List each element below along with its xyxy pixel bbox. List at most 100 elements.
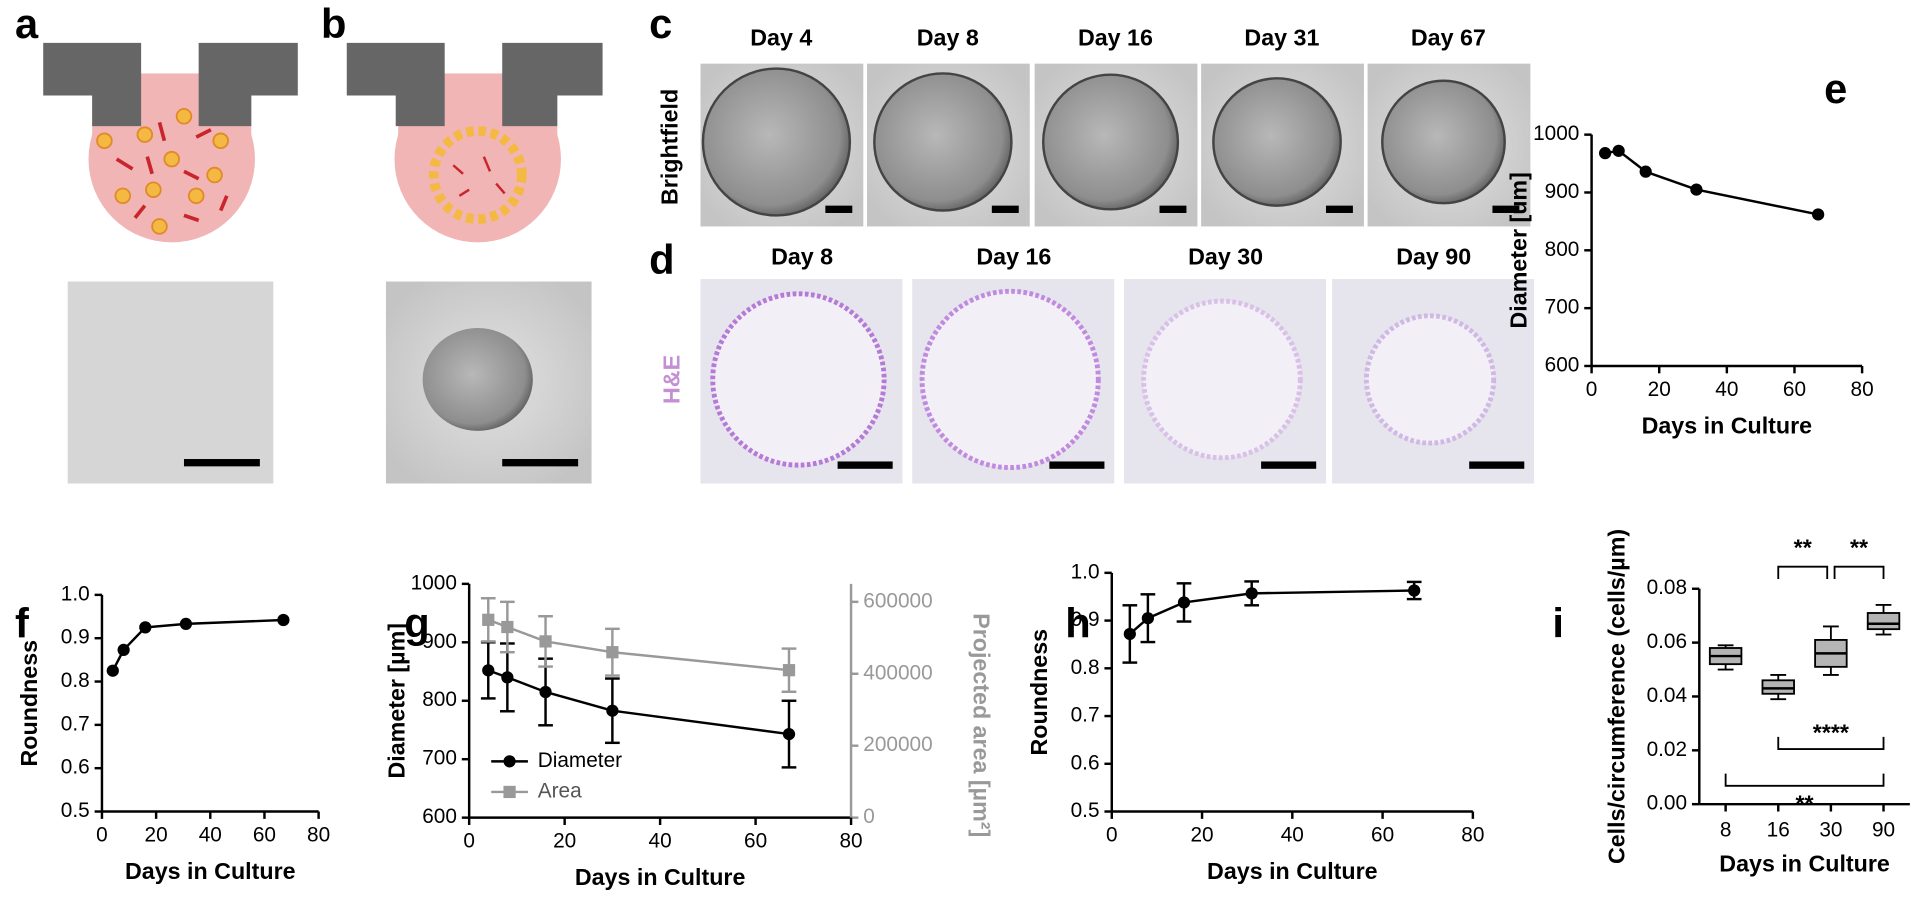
image-a (67, 281, 274, 484)
series-line (111, 618, 284, 672)
image-title: Day 31 (1244, 24, 1319, 50)
y-tick-label: 0.8 (61, 669, 90, 692)
panel-label: i (1552, 600, 1564, 647)
series-line (487, 618, 790, 672)
x-tick-label: 20 (553, 830, 576, 853)
panel-label: e (1824, 65, 1847, 112)
x-tick-label: 40 (1715, 378, 1738, 401)
y-tick-label: 0.8 (1071, 656, 1100, 679)
row-label: Brightfield (656, 89, 682, 205)
spheroid (873, 72, 1013, 212)
box (1866, 612, 1901, 631)
y-axis-title: Diameter [µm] (383, 623, 409, 779)
y-tick-label: 0.6 (1071, 751, 1100, 774)
x-tick-label: 80 (1851, 378, 1874, 401)
significance-label: ** (1796, 791, 1815, 817)
x-axis-title: Days in Culture (575, 864, 746, 890)
y-tick-label: 0.08 (1647, 576, 1687, 599)
y-tick-label: 600 (1545, 353, 1580, 376)
marker (1141, 612, 1155, 625)
x-tick-label: 30 (1819, 819, 1842, 842)
y-tick-label: 0.5 (1071, 799, 1100, 822)
marker (782, 664, 796, 677)
x-tick-label: 90 (1872, 819, 1895, 842)
panel-label: c (649, 0, 672, 47)
y-axis-title: Diameter [um] (1506, 172, 1532, 328)
y-tick-label: 800 (1545, 238, 1580, 261)
marker (606, 704, 619, 717)
x-tick-label: 0 (463, 830, 475, 853)
marker (501, 620, 514, 634)
x-tick-label: 0 (96, 824, 108, 847)
y-tick-label: 0.02 (1647, 738, 1687, 761)
spheroid (422, 328, 533, 431)
y-tick-label: 1.0 (61, 582, 90, 605)
section (710, 291, 887, 468)
y2-tick-label: 0 (863, 805, 875, 828)
marker (1245, 587, 1258, 600)
marker (1408, 584, 1421, 597)
y-tick-label: 700 (422, 747, 457, 770)
panel-label: a (15, 0, 39, 47)
image-title: Day 8 (771, 243, 833, 269)
marker (179, 617, 193, 631)
x-tick-label: 60 (744, 830, 767, 853)
marker (539, 685, 552, 699)
panel-label: d (649, 236, 674, 283)
schematic-a (43, 42, 298, 243)
y-tick-label: 0.04 (1647, 684, 1687, 707)
image-title: Day 30 (1188, 243, 1263, 269)
scale-bar (1492, 205, 1520, 213)
y-tick-label: 0.7 (61, 712, 90, 735)
significance-bracket (1777, 736, 1885, 751)
y-tick-label: 0.00 (1647, 792, 1687, 815)
y-axis-title: Cells/circumference (cells/µm) (1604, 529, 1630, 864)
row-label: H&E (659, 355, 685, 404)
x-tick-label: 40 (199, 824, 222, 847)
marker (106, 664, 119, 677)
marker (782, 727, 796, 741)
x-axis-title: Days in Culture (125, 858, 296, 884)
series-line (1604, 149, 1819, 216)
y-tick-label: 600 (422, 805, 457, 828)
legend-label: Diameter (538, 749, 622, 772)
panel-label: f (15, 600, 29, 647)
y2-tick-label: 600000 (863, 589, 932, 612)
panel-label: g (404, 600, 429, 647)
x-tick-label: 0 (1586, 378, 1598, 401)
spheroid (1042, 73, 1180, 211)
y-tick-label: 900 (422, 630, 457, 653)
y-tick-label: 0.06 (1647, 630, 1687, 653)
scale-bar (991, 205, 1019, 213)
legend-marker (503, 785, 516, 799)
y-tick-label: 0.9 (61, 626, 90, 649)
scale-bar (183, 459, 260, 467)
significance-bracket (1724, 773, 1885, 787)
marker (482, 613, 495, 626)
marker (1612, 144, 1625, 157)
image-title: Day 8 (917, 24, 979, 50)
y-axis-title: Roundness (16, 640, 42, 767)
y-tick-label: 700 (1545, 296, 1580, 319)
marker (117, 643, 130, 657)
x-tick-label: 8 (1720, 819, 1732, 842)
marker (501, 671, 514, 684)
scale-bar (825, 205, 853, 213)
marker (539, 635, 552, 648)
spheroid (701, 67, 852, 217)
marker (1123, 627, 1136, 641)
image-title: Day 4 (750, 24, 812, 50)
x-tick-label: 40 (649, 830, 672, 853)
marker (1690, 183, 1703, 196)
section (919, 288, 1101, 471)
scale-bar (837, 461, 893, 469)
scale-bar (1469, 461, 1525, 469)
x-tick-label: 16 (1767, 819, 1790, 842)
schematic-b (346, 42, 603, 243)
marker (139, 621, 152, 634)
x-axis-title: Days in Culture (1207, 858, 1378, 884)
significance-label: **** (1813, 720, 1850, 746)
marker (1639, 165, 1652, 178)
